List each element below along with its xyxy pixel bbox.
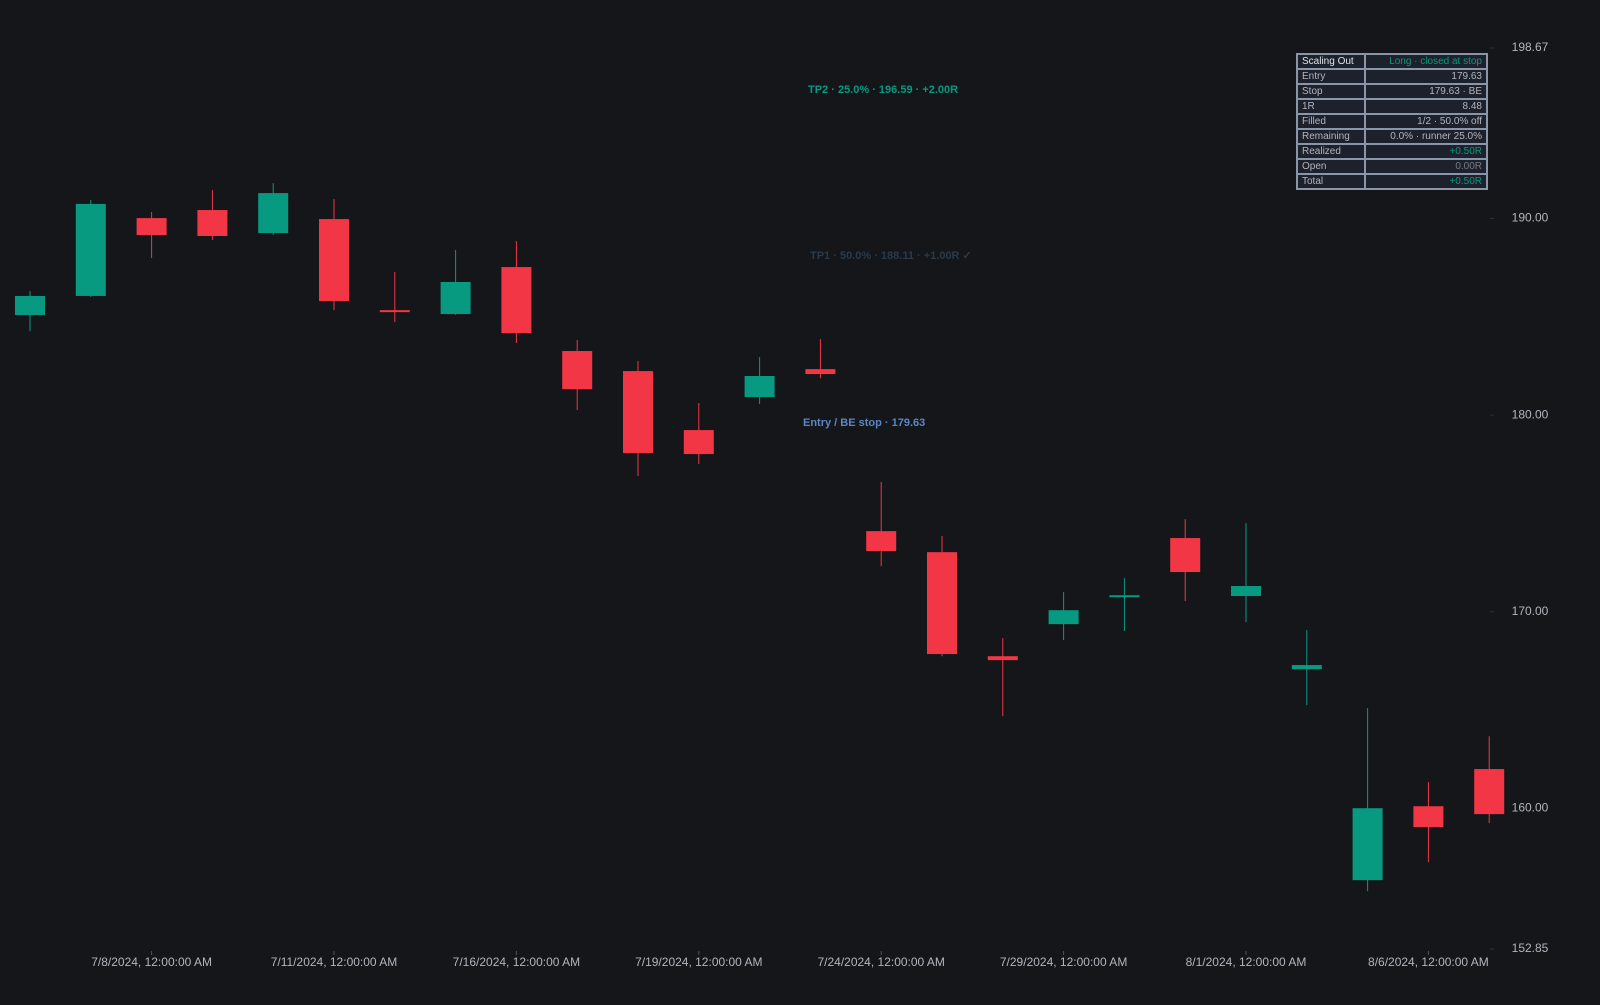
candle-body xyxy=(1291,665,1322,670)
table-cell: Scaling Out xyxy=(1296,53,1366,70)
table-cell: 0.00R xyxy=(1364,158,1488,175)
candle-body xyxy=(1352,808,1383,881)
table-row: Open 0.00R xyxy=(1296,158,1488,175)
candle-body xyxy=(1474,769,1505,815)
x-tick-label: 7/29/2024, 12:00:00 AM xyxy=(1000,955,1127,969)
x-tick-label: 8/1/2024, 12:00:00 AM xyxy=(1186,955,1307,969)
x-tick-label: 8/6/2024, 12:00:00 AM xyxy=(1368,955,1489,969)
table-cell: 179.63 · BE xyxy=(1364,83,1488,100)
table-cell: Open xyxy=(1296,158,1366,175)
table-row: Stop 179.63 · BE xyxy=(1296,83,1488,100)
candle-body xyxy=(1109,595,1140,598)
x-tick-label: 7/24/2024, 12:00:00 AM xyxy=(817,955,944,969)
candle-body xyxy=(927,552,957,655)
candle-body xyxy=(1231,586,1261,597)
candle-body xyxy=(1048,610,1079,625)
candle-body xyxy=(744,375,775,398)
candle-body xyxy=(866,531,897,552)
candle-body xyxy=(15,295,45,316)
annotation: Entry / BE stop · 179.63 xyxy=(803,417,925,429)
table-row: Scaling Out Long · closed at stop xyxy=(1296,53,1488,70)
table-cell: Remaining xyxy=(1296,128,1366,145)
candle-body xyxy=(75,203,106,296)
table-cell: Stop xyxy=(1296,83,1366,100)
y-tick-label: 160.00 xyxy=(1512,801,1549,815)
y-tick-label: 180.00 xyxy=(1512,407,1549,421)
y-tick-label: 190.00 xyxy=(1512,211,1549,225)
candle-body xyxy=(440,282,471,315)
x-tick-label: 7/8/2024, 12:00:00 AM xyxy=(91,955,212,969)
candle-body xyxy=(562,351,593,390)
table-cell: 179.63 xyxy=(1364,68,1488,85)
table-cell: +0.50R xyxy=(1364,143,1488,160)
candle-body xyxy=(987,656,1018,661)
x-tick-label: 7/11/2024, 12:00:00 AM xyxy=(271,955,398,969)
table-cell: Total xyxy=(1296,173,1366,190)
table-cell: 1R xyxy=(1296,98,1366,115)
candle-body xyxy=(1413,806,1444,828)
table-row: 1R 8.48 xyxy=(1296,98,1488,115)
y-tick-label: 152.85 xyxy=(1512,941,1549,955)
table-cell: 0.0% · runner 25.0% xyxy=(1364,128,1488,145)
candle-body xyxy=(197,210,228,236)
x-tick-label: 7/19/2024, 12:00:00 AM xyxy=(635,955,762,969)
x-tick-label: 7/16/2024, 12:00:00 AM xyxy=(453,955,580,969)
table-cell: Entry xyxy=(1296,68,1366,85)
table-cell: 8.48 xyxy=(1364,98,1488,115)
candle-body xyxy=(1170,538,1201,573)
table-cell: Long · closed at stop xyxy=(1364,53,1488,70)
y-tick-label: 170.00 xyxy=(1512,604,1549,618)
candle-body xyxy=(136,218,167,236)
y-tick-label: 198.67 xyxy=(1512,40,1549,54)
table-cell: 1/2 · 50.0% off xyxy=(1364,113,1488,130)
annotation: TP2 · 25.0% · 196.59 · +2.00R xyxy=(808,84,958,96)
table-row: Filled 1/2 · 50.0% off xyxy=(1296,113,1488,130)
table-row: Remaining 0.0% · runner 25.0% xyxy=(1296,128,1488,145)
candle-body xyxy=(683,430,714,455)
candle-body xyxy=(319,219,349,302)
table-row: Entry 179.63 xyxy=(1296,68,1488,85)
candle-body xyxy=(805,369,836,375)
candle-body xyxy=(501,267,532,334)
table-row: Total +0.50R xyxy=(1296,173,1488,190)
annotation: TP1 · 50.0% · 188.11 · +1.00R ✓ xyxy=(810,250,972,262)
candle-body xyxy=(623,371,653,454)
candle-body xyxy=(379,310,410,313)
info-table: Scaling Out Long · closed at stop Entry 179… xyxy=(1296,53,1488,190)
table-row: Realized +0.50R xyxy=(1296,143,1488,160)
table-cell: Filled xyxy=(1296,113,1366,130)
candle-body xyxy=(258,193,289,234)
table-cell: +0.50R xyxy=(1364,173,1488,190)
table-cell: Realized xyxy=(1296,143,1366,160)
